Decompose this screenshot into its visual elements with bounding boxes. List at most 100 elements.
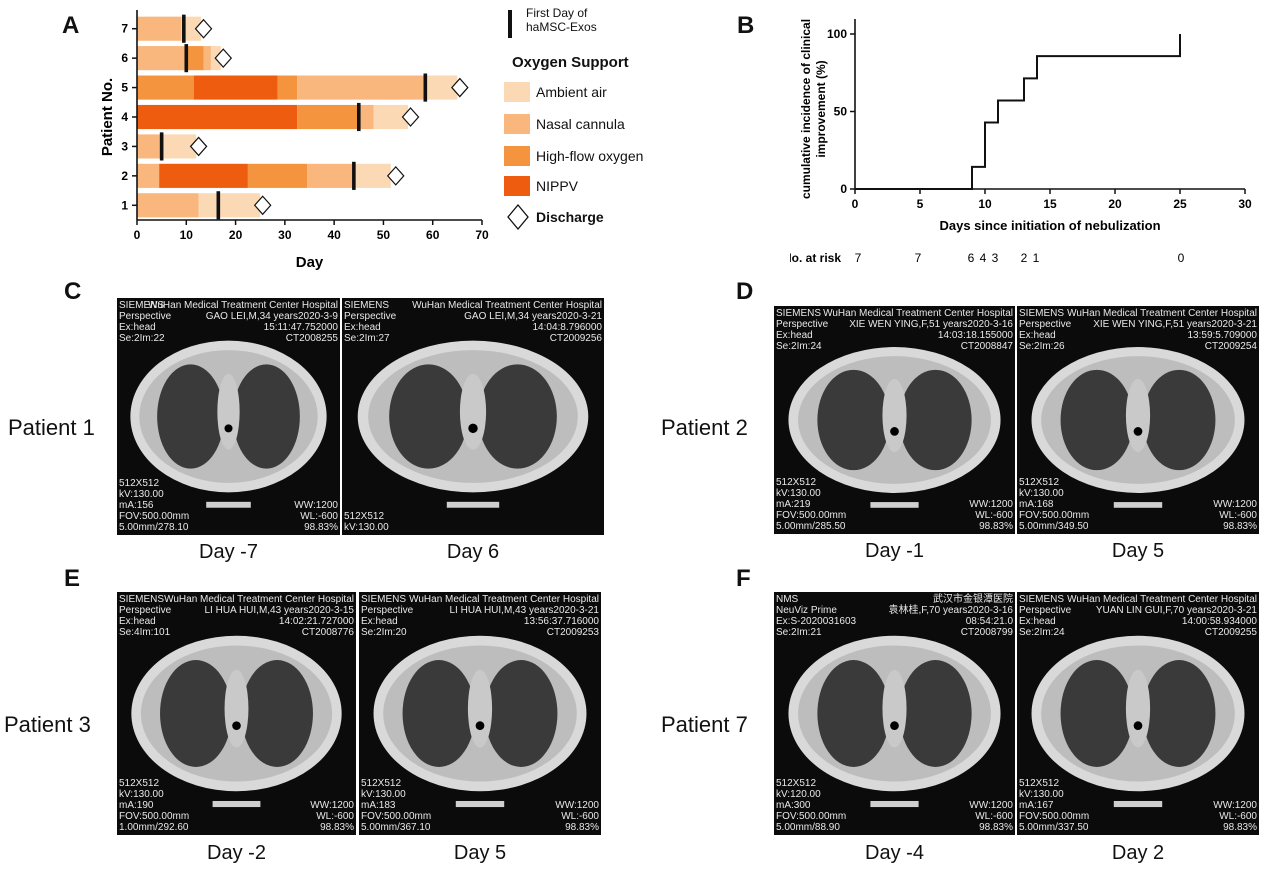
patient-label-3: Patient 3 bbox=[4, 712, 91, 737]
ct-scan-patient7-after: SIEMENS Perspective Ex:head Se:2Im:24 WuH… bbox=[1017, 592, 1259, 835]
ct-overlay-bottom-left: 512X512 kV:120.00 mA:300 FOV:500.00mm 5.… bbox=[776, 778, 847, 833]
discharge-marker-p2 bbox=[386, 165, 405, 186]
bar-segment-p4-2 bbox=[358, 104, 374, 130]
discharge-marker-p3 bbox=[189, 136, 208, 157]
x-axis-title: Days since initiation of nebulization bbox=[939, 218, 1160, 233]
x-tick-label-20: 20 bbox=[1108, 197, 1122, 211]
bar-segment-p7-1 bbox=[181, 16, 202, 41]
risk-count-0: 7 bbox=[855, 251, 862, 265]
patient-label-7: Patient 7 bbox=[661, 712, 748, 737]
panel-label-b: B bbox=[737, 12, 755, 39]
ambient-air-swatch bbox=[504, 82, 530, 102]
scanner-table bbox=[870, 800, 919, 808]
ct-overlay-bottom-left: 512X512 kV:130.00 mA:168 FOV:500.00mm 5.… bbox=[1019, 477, 1090, 532]
day-label-e-left: Day -2 bbox=[207, 842, 266, 864]
ct-overlay-top-left: SIEMENS Perspective Ex:head Se:4Im:101 bbox=[119, 594, 172, 638]
first-day-marker-p5 bbox=[423, 73, 428, 102]
ct-scan-patient2-after: SIEMENS Perspective Ex:head Se:2Im:26 WuH… bbox=[1017, 306, 1259, 534]
ct-image bbox=[130, 340, 327, 508]
left-lung bbox=[1142, 660, 1216, 767]
left-lung bbox=[241, 660, 313, 767]
y-tick-label-5: 5 bbox=[121, 81, 128, 95]
y-axis-title: Patient No. bbox=[99, 78, 116, 156]
panel-label-e: E bbox=[64, 565, 81, 592]
trachea bbox=[1133, 427, 1143, 436]
ct-scan-patient1-before: SIEMENS Perspective Ex:head Se:2Im:22 WuH… bbox=[117, 298, 340, 535]
ct-overlay-top-left: SIEMENS Perspective Ex:head Se:2Im:24 bbox=[1019, 594, 1072, 638]
ct-overlay-top-right: WuHan Medical Treatment Center Hospital … bbox=[148, 300, 338, 344]
first-day-legend-label: First Day of haMSC-Exos bbox=[526, 6, 597, 34]
x-tick-label-10: 10 bbox=[978, 197, 992, 211]
legend-item-nasal-cannula: Nasal cannula bbox=[536, 116, 625, 132]
trachea bbox=[890, 721, 899, 730]
first-day-marker-p3 bbox=[159, 132, 164, 161]
patient-label-2: Patient 2 bbox=[661, 415, 748, 440]
risk-count-11: 3 bbox=[992, 251, 999, 265]
mediastinum bbox=[882, 669, 907, 748]
bar-segment-p5-1 bbox=[193, 75, 278, 100]
bar-segment-p1-1 bbox=[198, 193, 261, 218]
nippv-swatch bbox=[504, 176, 530, 196]
x-axis-title: Day bbox=[296, 254, 324, 271]
scanner-table bbox=[206, 501, 251, 508]
bar-segment-p6-0 bbox=[137, 46, 187, 71]
mediastinum bbox=[882, 378, 907, 452]
bar-segment-p6-2 bbox=[203, 46, 211, 71]
y-tick-label-2: 2 bbox=[121, 169, 128, 183]
left-lung bbox=[899, 369, 972, 471]
mediastinum bbox=[467, 669, 493, 748]
right-lung bbox=[817, 660, 890, 767]
ct-overlay-bottom-left: 512X512 kV:130.00 mA:219 FOV:500.00mm 5.… bbox=[776, 477, 847, 532]
ct-image bbox=[357, 340, 589, 508]
discharge-marker-p7 bbox=[194, 18, 213, 39]
ct-image bbox=[1031, 347, 1245, 508]
ct-overlay-bottom-left: 512X512 kV:130.00 mA:156 FOV:500.00mm 5.… bbox=[119, 478, 190, 533]
left-lung bbox=[1142, 369, 1216, 471]
ct-overlay-top-right: WuHan Medical Treatment Center Hospital … bbox=[1067, 594, 1257, 638]
day-label-d-right: Day 5 bbox=[1111, 540, 1165, 562]
ct-overlay-bottom-left: 512X512 kV:130.00 mA:190 FOV:500.00mm 1.… bbox=[119, 778, 190, 833]
risk-count-25: 0 bbox=[1178, 251, 1185, 265]
ct-overlay-bottom-right: WW:1200 WL:-600 98.83% bbox=[969, 800, 1013, 833]
first-day-marker-p2 bbox=[352, 161, 356, 190]
x-tick-label-25: 25 bbox=[1173, 197, 1187, 211]
ct-overlay-bottom-left: 512X512 kV:130.00 bbox=[344, 511, 389, 533]
mediastinum bbox=[1125, 669, 1151, 748]
ct-image bbox=[373, 635, 587, 808]
ct-scan-patient3-before: SIEMENS Perspective Ex:head Se:4Im:101 Wu… bbox=[117, 592, 356, 835]
left-lung bbox=[484, 660, 558, 767]
x-tick-label-0: 0 bbox=[134, 228, 141, 242]
ct-overlay-top-left: SIEMENS Perspective Ex:head Se:2Im:24 bbox=[776, 308, 829, 352]
ct-overlay-bottom-left: 512X512 kV:130.00 mA:167 FOV:500.00mm 5.… bbox=[1019, 778, 1090, 833]
trachea bbox=[232, 721, 241, 730]
y-tick-label-6: 6 bbox=[121, 51, 128, 65]
y-tick-label-50: 50 bbox=[834, 105, 848, 119]
first-day-marker-p4 bbox=[356, 102, 361, 132]
x-tick-label-20: 20 bbox=[229, 228, 243, 242]
risk-count-10: 4 bbox=[980, 251, 987, 265]
mediastinum bbox=[459, 373, 487, 450]
day-label-f-left: Day -4 bbox=[865, 842, 924, 864]
nasal-cannula-swatch bbox=[504, 114, 530, 134]
ct-image bbox=[131, 635, 342, 808]
x-tick-label-40: 40 bbox=[327, 228, 341, 242]
bar-segment-p7-0 bbox=[137, 16, 182, 41]
discharge-marker-p5 bbox=[451, 77, 469, 98]
trachea bbox=[890, 427, 899, 436]
x-tick-label-60: 60 bbox=[426, 228, 440, 242]
trachea bbox=[224, 424, 233, 433]
trachea bbox=[468, 423, 478, 434]
scanner-table bbox=[455, 800, 505, 808]
y-axis-title: cumulative incidence of clinicalimprovem… bbox=[799, 19, 828, 199]
improvement-curve bbox=[855, 34, 1181, 190]
day-label-e-right: Day 5 bbox=[453, 842, 507, 864]
ct-scan-patient3-after: SIEMENS Perspective Ex:head Se:2Im:20 WuH… bbox=[359, 592, 601, 835]
y-tick-label-7: 7 bbox=[121, 22, 128, 36]
ct-overlay-bottom-right: WW:1200 WL:-600 98.83% bbox=[1213, 800, 1257, 833]
bar-segment-p4-1 bbox=[297, 104, 359, 130]
right-lung bbox=[389, 364, 468, 469]
bar-segment-p5-2 bbox=[277, 75, 298, 100]
panel-label-c: C bbox=[64, 278, 82, 305]
ct-overlay-bottom-left: 512X512 kV:130.00 mA:183 FOV:500.00mm 5.… bbox=[361, 778, 432, 833]
high-flow-swatch bbox=[504, 146, 530, 166]
